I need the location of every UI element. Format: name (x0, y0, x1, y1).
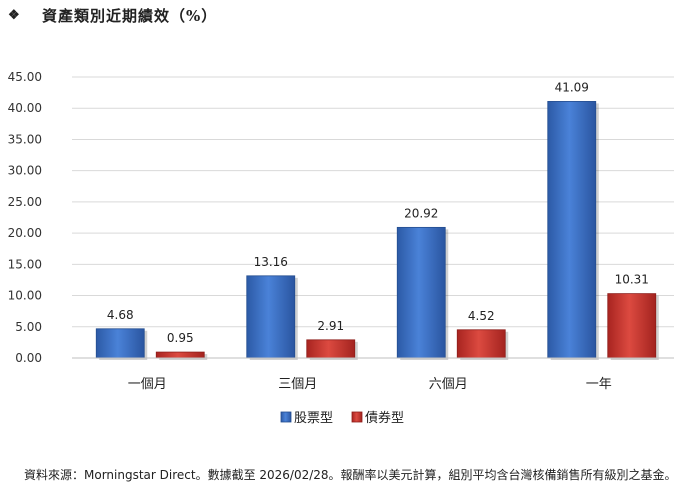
y-tick-label: 25.00 (8, 195, 42, 209)
y-tick-label: 0.00 (15, 351, 42, 365)
legend-swatch (351, 411, 363, 423)
y-tick-label: 10.00 (8, 289, 42, 303)
bar-stock-1 (246, 275, 296, 359)
data-label: 2.91 (317, 319, 344, 333)
y-axis: 0.00 5.00 10.00 15.00 20.00 25.00 30.00 35.00 40… (8, 70, 42, 365)
y-tick-label: 40.00 (8, 101, 42, 115)
bar-bond-2 (456, 329, 506, 359)
data-label: 4.52 (468, 309, 495, 323)
source-note: 資料來源：Morningstar Direct。數據截至 2026/02/28。… (24, 468, 677, 482)
x-tick-label: 三個月 (278, 377, 317, 392)
data-label: 4.68 (107, 308, 134, 322)
y-tick-label: 5.00 (15, 320, 42, 334)
x-tick-label: 六個月 (429, 377, 468, 392)
y-tick-label: 15.00 (8, 257, 42, 271)
y-tick-label: 45.00 (8, 70, 42, 84)
data-label: 10.31 (615, 273, 649, 287)
bar-bond-0 (155, 351, 205, 359)
data-label: 41.09 (555, 80, 589, 94)
bar-stock-3 (547, 101, 597, 359)
legend-swatch (280, 411, 292, 423)
data-label: 13.16 (254, 255, 288, 269)
y-tick-label: 35.00 (8, 132, 42, 146)
legend: 股票型 債券型 (280, 410, 404, 426)
x-axis: 一個月 三個月 六個月 一年 (72, 357, 674, 392)
x-tick-label: 一個月 (128, 377, 167, 392)
chart-title: ❖ 資產類別近期績效（%） (8, 4, 217, 26)
x-tick-label: 一年 (586, 377, 612, 392)
bar-bond-3 (607, 293, 657, 359)
y-tick-label: 30.00 (8, 164, 42, 178)
bar-stock-2 (396, 226, 446, 359)
data-label: 0.95 (167, 331, 194, 345)
diamond-bullet-icon: ❖ (8, 7, 20, 23)
bar-stock-0 (95, 328, 145, 359)
legend-label: 股票型 (294, 411, 333, 426)
y-tick-label: 20.00 (8, 226, 42, 240)
legend-label: 債券型 (365, 410, 404, 426)
data-label: 20.92 (404, 206, 438, 220)
chart-title-text: 資產類別近期績效（%） (42, 6, 218, 25)
bars: 4.68 0.95 13.16 2.91 20.92 4.52 41.09 10.31 (95, 80, 659, 361)
bar-bond-1 (306, 339, 356, 359)
